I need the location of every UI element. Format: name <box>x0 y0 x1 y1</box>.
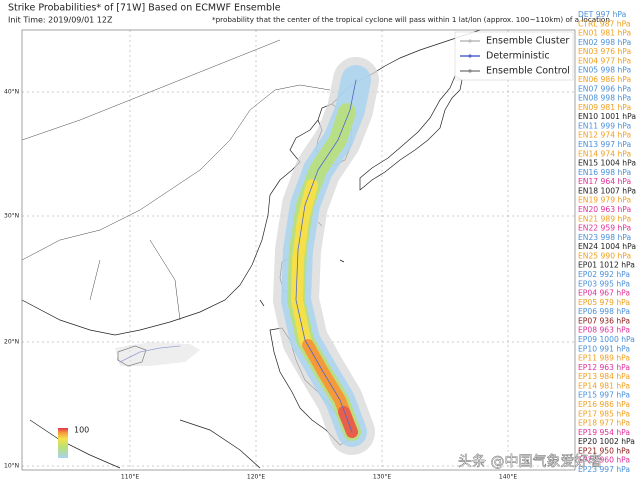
member-label: EN12 974 hPa <box>578 131 631 140</box>
member-label: EN24 1004 hPa <box>578 242 636 251</box>
lat-label: 40°N <box>4 89 19 96</box>
member-label: EN14 974 hPa <box>578 149 631 158</box>
map-border <box>21 29 576 471</box>
track-swath <box>115 57 379 455</box>
member-label: EP22 960 hPa <box>578 456 630 465</box>
member-label: EP06 998 hPa <box>578 307 630 316</box>
colorbar-label: 100 <box>74 426 89 435</box>
member-label: EN16 998 hPa <box>578 168 631 177</box>
legend: Ensemble Cluster Deterministic Ensemble Co… <box>460 36 570 77</box>
member-label: EN18 1007 hPa <box>578 186 636 195</box>
member-label: EN01 981 hPa <box>578 29 631 38</box>
member-label: EP16 986 hPa <box>578 400 630 409</box>
member-label: EP04 967 hPa <box>578 289 630 298</box>
axis-labels: 40°N 30°N 20°N 10°N 110°E 120°E 130°E 140°E <box>4 89 517 481</box>
legend-marker <box>468 39 472 43</box>
member-label: EP01 1012 hPa <box>578 261 635 270</box>
member-label: EN22 959 hPa <box>578 224 631 233</box>
title: Strike Probabilities* of [71W] Based on … <box>8 3 281 14</box>
init-time: Init Time: 2019/09/01 12Z <box>8 16 113 25</box>
member-label: EP13 984 hPa <box>578 372 630 381</box>
lon-label: 130°E <box>373 474 391 481</box>
member-label: EP10 991 hPa <box>578 344 630 353</box>
member-label: EP12 963 hPa <box>578 363 630 372</box>
member-label: EP23 997 hPa <box>578 465 630 474</box>
member-label: EN08 998 hPa <box>578 94 631 103</box>
lon-label: 110°E <box>121 474 139 481</box>
legend-label: Deterministic <box>486 51 550 62</box>
member-label: EP03 995 hPa <box>578 279 630 288</box>
member-label: EN23 998 hPa <box>578 233 631 242</box>
member-label: EN09 981 hPa <box>578 103 631 112</box>
watermark: 头条 @中国气象爱好者 <box>458 453 602 470</box>
member-label: EP14 981 hPa <box>578 381 630 390</box>
member-label: EP09 1000 hPa <box>578 335 635 344</box>
member-label: EN04 977 hPa <box>578 56 631 65</box>
member-label: EP21 950 hPa <box>578 446 630 455</box>
legend-marker <box>468 54 472 58</box>
member-label: EP02 992 hPa <box>578 270 630 279</box>
member-label: EN06 986 hPa <box>578 75 631 84</box>
member-label: EN19 979 hPa <box>578 196 631 205</box>
member-label: EN05 998 hPa <box>578 66 631 75</box>
legend-marker <box>468 69 472 73</box>
member-label: EN03 976 hPa <box>578 47 631 56</box>
member-label: EN07 996 hPa <box>578 84 631 93</box>
member-label: EN02 998 hPa <box>578 38 631 47</box>
member-label: DET 997 hPa <box>578 10 626 19</box>
lat-label: 10°N <box>4 463 19 470</box>
member-label: EP07 936 hPa <box>578 316 630 325</box>
legend-label: Ensemble Control <box>486 66 570 77</box>
member-label: EN25 990 hPa <box>578 251 631 260</box>
member-label: EP17 985 hPa <box>578 409 630 418</box>
lat-label: 30°N <box>4 213 19 220</box>
member-label: EP18 977 hPa <box>578 419 630 428</box>
member-label: EP20 1002 hPa <box>578 437 635 446</box>
member-label: EN15 1004 hPa <box>578 159 636 168</box>
member-label: EN21 989 hPa <box>578 214 631 223</box>
member-label: EP05 979 hPa <box>578 298 630 307</box>
note: *probability that the center of the trop… <box>212 15 610 24</box>
member-label: CTRL 987 hPa <box>578 19 630 28</box>
member-label: EN20 963 hPa <box>578 205 631 214</box>
member-label: EP19 954 hPa <box>578 428 630 437</box>
member-label: EN13 997 hPa <box>578 140 631 149</box>
map-frame <box>22 30 575 470</box>
lon-label: 140°E <box>499 474 517 481</box>
member-label: EN17 964 hPa <box>578 177 631 186</box>
member-label: EN10 1001 hPa <box>578 112 636 121</box>
member-label: EP08 963 hPa <box>578 326 630 335</box>
lat-label: 20°N <box>4 339 19 346</box>
member-label: EP15 997 hPa <box>578 391 630 400</box>
legend-label: Ensemble Cluster <box>486 36 569 47</box>
member-label: EN11 999 hPa <box>578 121 631 130</box>
colorbar <box>58 428 68 458</box>
lon-label: 120°E <box>247 474 265 481</box>
member-label: EP11 989 hPa <box>578 354 630 363</box>
